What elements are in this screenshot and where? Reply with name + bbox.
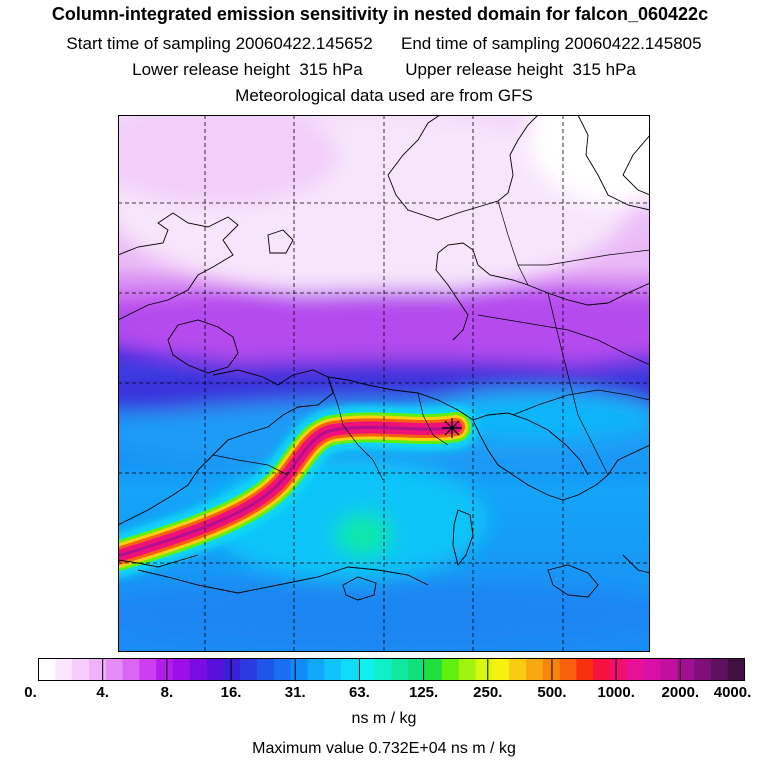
- colorbar-cell: [223, 658, 241, 681]
- country-borders: [212, 200, 650, 481]
- colorbar-cell: [475, 658, 493, 681]
- colorbar-cell: [307, 658, 325, 681]
- upper-value: 315 hPa: [572, 60, 636, 79]
- colorbar-cell: [425, 658, 443, 681]
- colorbar-tick-label: 31.: [284, 684, 306, 701]
- colorbar-cell: [643, 658, 661, 681]
- emission-plume: [118, 405, 478, 578]
- coastlines: [118, 115, 650, 601]
- colorbar-cell: [88, 658, 107, 681]
- colorbar-cell: [374, 658, 392, 681]
- colorbar-cell: [727, 658, 745, 681]
- sampling-time-line: Start time of sampling 20060422.145652 E…: [0, 34, 768, 54]
- colorbar-cell: [694, 658, 712, 681]
- colorbar-tick-label: 4000.: [713, 684, 752, 701]
- low-sensitivity-region: [118, 115, 338, 205]
- colorbar-tick-label: 1000.: [597, 684, 635, 701]
- colorbar-cell: [710, 658, 728, 681]
- colorbar-cell: [38, 658, 56, 681]
- colorbar-cell: [408, 658, 426, 681]
- colorbar-cell: [441, 658, 460, 681]
- plot-title: Column-integrated emission sensitivity i…: [51, 4, 709, 24]
- colorbar-cell: [122, 658, 140, 681]
- colorbar-cell: [492, 658, 510, 681]
- colorbar-cell: [341, 658, 359, 681]
- colorbar-cell: [206, 658, 224, 681]
- map-frame: [118, 115, 650, 652]
- colorbar-tick-label: 2000.: [661, 684, 700, 701]
- colorbar-tick-label: 16.: [220, 684, 242, 701]
- end-label: End time of sampling: [401, 34, 560, 53]
- colorbar-tick-label: 63.: [348, 684, 370, 701]
- colorbar-tick-label: 500.: [537, 684, 567, 701]
- sensitivity-map: [118, 115, 650, 652]
- colorbar-cell: [391, 658, 409, 681]
- release-height-line: Lower release height 315 hPa Upper relea…: [0, 60, 768, 80]
- colorbar-tick-label: 250.: [473, 684, 503, 701]
- colorbar-cell: [55, 658, 73, 681]
- colorbar-cell: [357, 658, 375, 681]
- colorbar-cell: [290, 658, 308, 681]
- colorbar-cell: [172, 658, 191, 681]
- mid-sensitivity-band: [118, 290, 650, 370]
- colorbar-cell: [156, 658, 174, 681]
- colorbar: [38, 658, 745, 681]
- met-data-line: Meteorological data used are from GFS: [235, 86, 533, 105]
- colorbar-cell: [610, 658, 628, 681]
- colorbar-cell: [509, 658, 527, 681]
- colorbar-cell: [593, 658, 611, 681]
- end-value: 20060422.145805: [564, 34, 702, 53]
- colorbar-cell: [257, 658, 275, 681]
- colorbar-tick-label: 4.: [96, 684, 109, 701]
- start-value: 20060422.145652: [235, 34, 373, 53]
- colorbar-cell: [660, 658, 678, 681]
- colorbar-cell: [139, 658, 157, 681]
- colorbar-cell: [626, 658, 644, 681]
- maximum-value-line: Maximum value 0.732E+04 ns m / kg: [252, 740, 516, 757]
- colorbar-cell: [105, 658, 123, 681]
- colorbar-cell: [542, 658, 560, 681]
- colorbar-cell: [189, 658, 207, 681]
- colorbar-cell: [677, 658, 695, 681]
- colorbar-tick-label: 125.: [408, 684, 439, 701]
- colorbar-cell: [240, 658, 258, 681]
- colorbar-cell: [559, 658, 577, 681]
- lower-value: 315 hPa: [299, 60, 363, 79]
- colorbar-cell: [324, 658, 342, 681]
- map-gridlines: [118, 115, 650, 652]
- colorbar-cell: [525, 658, 544, 681]
- colorbar-units: ns m / kg: [351, 710, 417, 727]
- colorbar-cell: [72, 658, 90, 681]
- colorbar-cell: [458, 658, 476, 681]
- lower-label: Lower release height: [132, 60, 290, 79]
- colorbar-cell: [576, 658, 594, 681]
- upper-label: Upper release height: [405, 60, 564, 79]
- colorbar-tick-label: 0.: [24, 684, 37, 701]
- high-sensitivity-spot: [335, 513, 391, 557]
- start-label: Start time of sampling: [66, 34, 231, 53]
- asterisk-icon: [442, 418, 462, 438]
- colorbar-tick-label: 8.: [160, 684, 174, 701]
- colorbar-cell: [273, 658, 291, 681]
